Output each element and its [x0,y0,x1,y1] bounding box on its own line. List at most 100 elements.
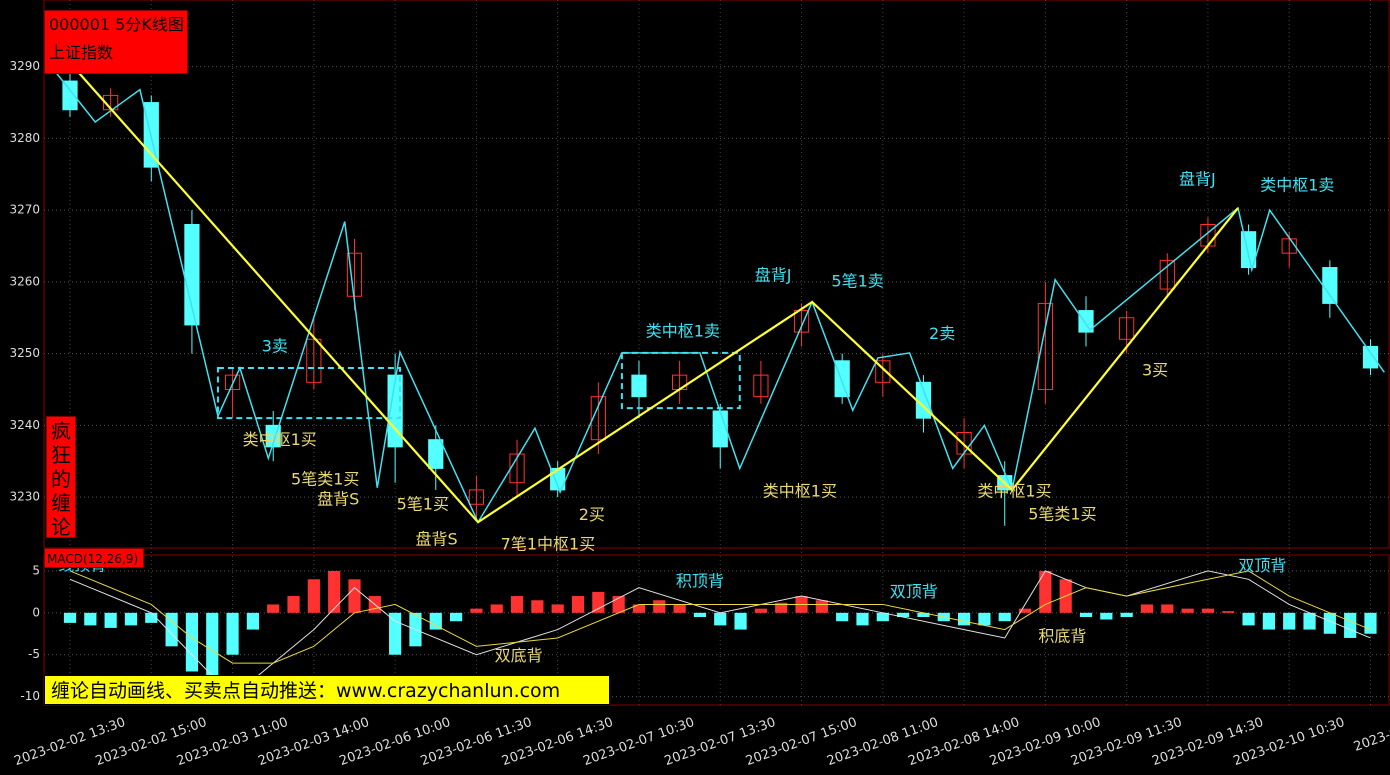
macd-bar [1201,608,1215,613]
annotation: 类中枢1买 [977,482,1051,501]
panel-frame [43,554,1390,706]
y-tick-label: 3250 [9,346,40,360]
y-tick-label: 3230 [9,490,40,504]
annotation: 7笔1中枢1买 [501,535,596,554]
y-tick-label: 3290 [9,59,40,73]
candle-body [224,374,241,390]
macd-bar [1018,608,1032,613]
annotation: 双底背 [495,646,543,665]
annotation: 类中枢1买 [763,482,837,501]
macd-bar [1344,612,1357,638]
y-tick-label: 0 [32,605,40,619]
candle-body [590,396,606,441]
zone [216,366,402,420]
annotation: 类中枢1买 [243,430,317,449]
macd-bar [1323,612,1336,634]
macd-bar [714,612,727,626]
candle-body [468,489,485,505]
macd-line [69,570,1371,664]
annotation: 5笔1卖 [831,271,883,290]
macd-bar [1364,612,1377,634]
macd-bar [267,604,280,613]
macd-bar [1303,612,1316,630]
macd-bar [734,612,747,630]
candle-body [875,360,891,383]
x-tick-label: 2023-02-10 [1352,715,1390,755]
candle-body [1078,310,1094,333]
zone [620,351,741,410]
y-tick-label: 3240 [9,418,40,432]
macd-bar [246,612,259,630]
banner: 缠论自动画线、买卖点自动推送：www.crazychanlun.com [44,675,610,705]
macd-bar [84,612,97,626]
candle-body [1322,267,1338,304]
macd-bar [1222,611,1235,613]
chart-title: 000001 5分K线图 [49,15,184,34]
macd-bar [1079,612,1093,618]
macd-bar [124,612,138,626]
macd-bar [876,612,889,622]
macd-bar [206,612,219,680]
macd-bar [1100,612,1113,620]
segment-line [64,56,1239,524]
annotation: 双顶背 [890,582,938,601]
candle-body [428,439,444,469]
macd-line [69,570,1371,698]
macd-bar [673,604,686,613]
candle-body [712,410,728,448]
candle-body [793,310,810,333]
annotation: 3卖 [262,337,288,356]
annotation: 2卖 [929,324,955,343]
y-tick-label: 3280 [9,131,40,145]
macd-title: MACD(12,26,9) [44,548,144,568]
watermark: 疯狂的缠论 [46,416,76,539]
macd-bar [429,612,442,630]
macd-bar [1181,608,1194,613]
candle-body [631,374,647,398]
macd-bar [1039,570,1052,613]
y-tick-label: -5 [28,647,40,661]
macd-bar [1120,612,1133,618]
annotation: 盘背S [317,489,359,508]
macd-bar [531,600,544,613]
panel-frame [43,0,1390,549]
title-box: 000001 5分K线图 上证指数 [44,10,188,74]
candle-body [387,374,403,448]
macd-bar [470,608,483,613]
macd-bar [104,612,117,628]
candle-body [1037,302,1053,390]
macd-bar [1283,612,1296,630]
macd-bar [1161,604,1174,613]
annotation: 盘背S [415,530,457,549]
macd-bar [897,612,910,618]
macd-bar [1262,612,1275,630]
macd-bar [856,612,869,626]
macd-bar [1242,612,1255,626]
macd-bar [632,604,646,613]
candle-body [1362,345,1379,369]
candle-body [834,360,850,398]
y-tick-label: 5 [32,563,40,577]
macd-bar [348,579,361,613]
macd-bar [551,604,564,613]
candle-body [1119,317,1135,340]
macd-bar [185,612,199,672]
macd-bar [63,612,77,623]
macd-bar [165,612,178,647]
candle-body [306,338,322,383]
y-tick-label: -10 [20,689,40,703]
macd-bar [653,600,666,613]
macd-bar [510,596,524,613]
annotation: 积顶背 [676,571,724,590]
y-tick-label: 3260 [9,274,40,288]
annotation: 2买 [579,505,605,524]
chart-subtitle: 上证指数 [49,43,114,62]
annotation: 3买 [1142,360,1168,379]
macd-bar [836,612,849,622]
macd-bar [571,596,585,613]
macd-bar [307,579,320,613]
macd-bar [490,604,503,613]
macd-bar [328,570,341,613]
macd-bar [287,596,300,613]
